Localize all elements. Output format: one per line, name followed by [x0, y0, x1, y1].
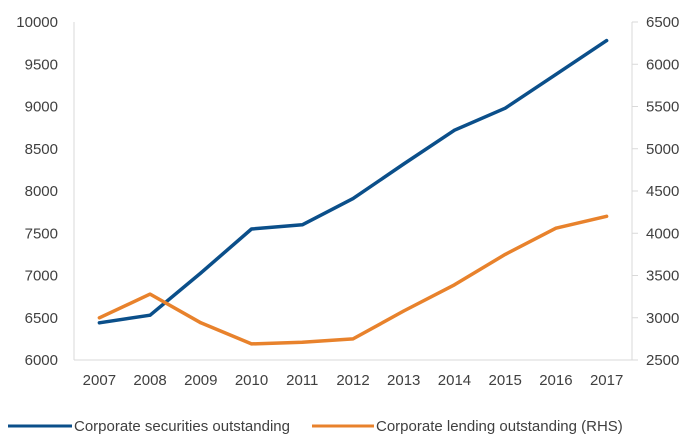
x-tick-label: 2013 — [387, 372, 420, 389]
x-tick-label: 2007 — [83, 372, 116, 389]
data-point — [452, 283, 456, 287]
right-tick-label: 6000 — [646, 56, 679, 73]
x-tick-label: 2011 — [286, 372, 318, 389]
right-tick-label: 6500 — [646, 14, 679, 31]
data-point — [250, 227, 254, 231]
left-tick-label: 8500 — [25, 141, 58, 158]
x-tick-label: 2016 — [539, 372, 572, 389]
data-point — [199, 321, 203, 325]
left-tick-label: 8000 — [25, 183, 58, 200]
data-point — [97, 321, 101, 325]
data-point — [300, 223, 304, 227]
series-line-lending — [97, 214, 609, 346]
data-point — [554, 226, 558, 230]
data-point — [351, 337, 355, 341]
data-point — [402, 162, 406, 166]
left-tick-label: 7500 — [25, 225, 58, 242]
data-point — [605, 214, 609, 218]
left-tick-label: 10000 — [16, 14, 58, 31]
series-layer — [97, 38, 609, 346]
data-point — [503, 252, 507, 256]
left-tick-label: 6000 — [25, 352, 58, 369]
x-tick-label: 2010 — [235, 372, 268, 389]
x-tick-label: 2012 — [336, 372, 369, 389]
data-point — [503, 106, 507, 110]
legend-label-lending: Corporate lending outstanding (RHS) — [376, 418, 623, 435]
left-tick-label: 9500 — [25, 56, 58, 73]
right-tick-label: 5000 — [646, 141, 679, 158]
data-point — [402, 309, 406, 313]
left-tick-label: 9000 — [25, 99, 58, 116]
data-point — [351, 197, 355, 201]
x-axis-ticks: 2007 2008 2009 2010 2011 2012 2013 2014 2015 2016… — [83, 372, 624, 389]
right-tick-label: 5500 — [646, 99, 679, 116]
left-axis-ticks: 6000 6500 7000 7500 8000 8500 9000 9500 10000 — [16, 14, 58, 369]
right-axis-ticks: 2500 3000 3500 4000 4500 5000 5500 6000 6500 — [632, 14, 679, 369]
x-tick-label: 2015 — [488, 372, 521, 389]
data-point — [554, 72, 558, 76]
left-tick-label: 6500 — [25, 310, 58, 327]
x-tick-label: 2017 — [590, 372, 623, 389]
data-point — [452, 128, 456, 132]
legend-label-securities: Corporate securities outstanding — [74, 418, 290, 435]
right-tick-label: 2500 — [646, 352, 679, 369]
right-tick-label: 3000 — [646, 310, 679, 327]
data-point — [199, 271, 203, 275]
data-point — [300, 340, 304, 344]
x-tick-label: 2009 — [184, 372, 217, 389]
right-tick-label: 4500 — [646, 183, 679, 200]
series-line-securities — [97, 38, 609, 325]
legend: Corporate securities outstanding Corpora… — [8, 418, 623, 435]
data-point — [605, 39, 609, 43]
x-tick-label: 2014 — [438, 372, 471, 389]
right-tick-label: 3500 — [646, 268, 679, 285]
left-tick-label: 7000 — [25, 268, 58, 285]
data-point — [250, 342, 254, 346]
data-point — [97, 316, 101, 320]
x-tick-label: 2008 — [133, 372, 166, 389]
data-point — [148, 292, 152, 296]
data-point — [148, 313, 152, 317]
right-tick-label: 4000 — [646, 225, 679, 242]
